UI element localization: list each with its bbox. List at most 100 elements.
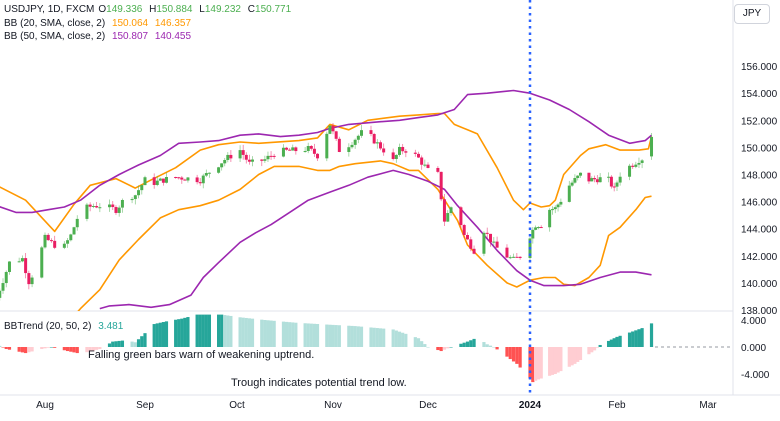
candle-body xyxy=(404,151,408,153)
bbtrend-bar xyxy=(401,332,405,347)
candle-body xyxy=(640,160,644,163)
candle-body xyxy=(328,125,332,134)
bbtrend-bar xyxy=(446,347,450,349)
candle-body xyxy=(615,182,619,187)
bbtrend-bar xyxy=(495,347,499,350)
candle-body xyxy=(17,261,21,263)
candle-body xyxy=(1,283,5,291)
bb50-upper-value: 150.807 xyxy=(111,31,149,42)
time-tick-label: Nov xyxy=(324,400,342,411)
candle-body xyxy=(637,162,641,165)
bbtrend-bar xyxy=(43,347,47,349)
bbtrend-bar xyxy=(570,347,574,366)
bbtrend-bar xyxy=(627,332,632,347)
close-value: 150.771 xyxy=(255,4,292,15)
bbtrend-bar xyxy=(350,325,354,347)
open-value: 149.336 xyxy=(106,4,143,15)
low-label: L xyxy=(199,4,205,15)
candle-body xyxy=(62,243,66,248)
candle-body xyxy=(75,218,79,228)
low-value: 149.232 xyxy=(204,4,241,15)
bbtrend-bar xyxy=(88,347,92,352)
bbtrend-bar xyxy=(426,347,430,348)
bbtrend-bar xyxy=(372,327,376,347)
price-tick-label: 154.000 xyxy=(741,89,778,100)
symbol-label: USDJPY, 1D, FXCM xyxy=(4,4,95,15)
candle-body xyxy=(195,177,199,183)
bbtrend-value: 3.481 xyxy=(98,321,124,332)
bbtrend-bar xyxy=(229,315,233,347)
candle-body xyxy=(143,177,147,186)
candle-body xyxy=(312,148,316,154)
bbtrend-bar xyxy=(117,340,121,347)
candle-body xyxy=(595,179,599,183)
bbtrend-bar xyxy=(534,347,538,381)
candle-body xyxy=(40,247,44,278)
candle-body xyxy=(49,240,53,242)
bbtrend-bar xyxy=(130,341,134,347)
candle-body xyxy=(612,186,616,188)
bbtrend-bar xyxy=(649,323,654,347)
candle-body xyxy=(485,232,489,234)
candle-body xyxy=(69,234,73,241)
bbtrend-bar xyxy=(631,331,635,347)
bbtrend-bar xyxy=(567,347,571,367)
candle-body xyxy=(353,139,357,145)
bbtrend-bar xyxy=(136,339,141,347)
candle-body xyxy=(53,240,57,248)
candle-body xyxy=(260,159,264,161)
candle-body xyxy=(579,172,583,176)
bbtrend-bar xyxy=(369,327,373,347)
candle-body xyxy=(140,185,144,191)
time-tick-label: Oct xyxy=(229,400,245,411)
bbtrend-bar xyxy=(590,347,594,353)
candle-body xyxy=(266,155,270,160)
candle-body xyxy=(43,234,47,248)
bbtrend-bar xyxy=(462,342,466,347)
candle-body xyxy=(375,142,379,144)
candle-body xyxy=(531,229,535,239)
candle-body xyxy=(95,205,99,208)
candle-body xyxy=(576,175,580,179)
bbtrend-bar xyxy=(331,324,335,347)
candle-body xyxy=(567,185,571,202)
bbtrend-bar xyxy=(637,329,641,347)
candle-body xyxy=(241,150,245,155)
bbtrend-bar xyxy=(492,347,496,348)
bbtrend-bar xyxy=(420,341,424,347)
bbtrend-bar xyxy=(250,318,255,347)
bbtrend-bar xyxy=(328,324,332,347)
candle-body xyxy=(285,147,289,150)
bbtrend-bar xyxy=(46,347,50,348)
bbtrend-bar xyxy=(511,347,516,362)
candle-body xyxy=(226,154,230,161)
bbtrend-bar xyxy=(4,347,8,350)
candle-body xyxy=(472,248,476,254)
bbtrend-bar xyxy=(152,324,156,347)
candle-body xyxy=(24,258,28,274)
bbtrend-bar xyxy=(272,320,276,347)
bbtrend-bar xyxy=(413,337,417,347)
time-tick-label: Sep xyxy=(136,400,154,411)
bbtrend-bar xyxy=(98,347,102,350)
candle-body xyxy=(548,209,552,228)
bbtrend-bar xyxy=(356,326,360,347)
time-tick-label: Mar xyxy=(699,400,717,411)
candle-body xyxy=(223,160,227,164)
currency-button[interactable]: JPY xyxy=(734,4,770,24)
time-tick-label: Dec xyxy=(419,400,437,411)
candle-body xyxy=(512,256,516,258)
bbtrend-bar xyxy=(20,347,24,353)
bbtrend-bar xyxy=(465,341,470,347)
candle-body xyxy=(465,235,469,240)
bbtrend-bar xyxy=(284,321,289,347)
bbtrend-bar xyxy=(459,343,463,347)
candle-body xyxy=(72,227,76,235)
candle-body xyxy=(281,147,285,157)
candle-body xyxy=(505,247,509,258)
candle-body xyxy=(459,207,463,226)
candle-body xyxy=(650,136,654,157)
bbtrend-bar xyxy=(548,347,552,376)
candle-body xyxy=(85,204,89,219)
